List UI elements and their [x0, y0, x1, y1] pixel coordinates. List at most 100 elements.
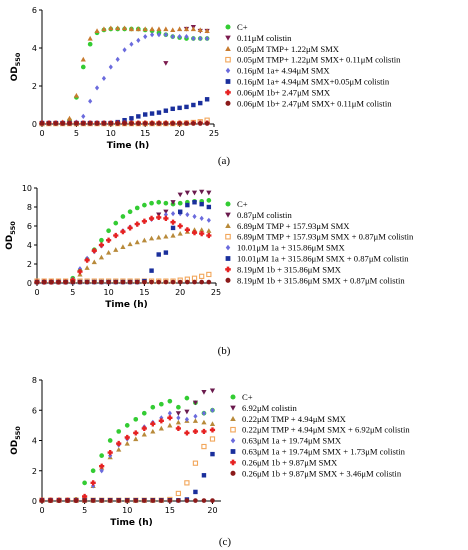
y-tick-label: 0 [27, 279, 32, 288]
data-point [170, 106, 175, 112]
data-point [176, 404, 181, 410]
x-tick-label: 5 [82, 506, 87, 515]
data-point [88, 98, 93, 104]
data-point [158, 498, 164, 503]
data-point [124, 434, 130, 441]
data-point [91, 259, 97, 265]
data-point [175, 419, 181, 425]
legend-label: 0.05μM TMP+ 1.22μM SMX+ 0.11μM colistin [237, 55, 401, 65]
data-point [99, 498, 105, 503]
x-tick-label: 20 [175, 288, 185, 297]
data-point [177, 26, 183, 32]
data-point [94, 121, 100, 126]
y-tick-label: 2 [27, 260, 32, 269]
data-point [170, 34, 175, 40]
data-point [98, 254, 105, 260]
x-tick-label: 20 [207, 506, 217, 515]
data-point [53, 121, 59, 126]
data-point [198, 100, 203, 106]
data-point [120, 279, 126, 285]
y-tick-label: 0 [32, 497, 37, 506]
data-series [34, 214, 212, 285]
legend-marker [230, 426, 236, 433]
data-point [133, 436, 139, 442]
data-point [185, 202, 190, 208]
data-point [39, 498, 45, 503]
data-point [170, 225, 176, 231]
chart-panel: 0 2 4 6 8 0 5 10 15 20 Time (h) OD550 C+6.92μM colis… [10, 376, 410, 548]
data-point [101, 121, 107, 126]
data-point [156, 121, 162, 126]
data-point [149, 268, 154, 273]
data-point [84, 265, 90, 270]
data-series [39, 25, 210, 126]
data-point [129, 116, 134, 121]
data-point [193, 413, 198, 419]
data-point [141, 410, 147, 416]
data-series [34, 279, 212, 285]
y-axis-label: OD550 [5, 221, 17, 250]
legend-marker [230, 459, 236, 466]
data-point [122, 117, 127, 123]
data-point [48, 498, 53, 503]
data-point [184, 34, 189, 40]
legend-label: 0.26μM 1b + 9.87μM SMX + 3.46μM colistin [242, 468, 402, 478]
data-point [80, 56, 86, 62]
y-tick-label: 4 [32, 437, 37, 446]
data-point [191, 35, 196, 42]
data-point [156, 252, 161, 257]
data-point [150, 428, 156, 434]
data-point [142, 26, 148, 32]
data-point [133, 430, 139, 436]
data-point [120, 244, 126, 249]
data-point [149, 279, 154, 285]
data-point [177, 105, 182, 111]
x-tick-label: 25 [211, 288, 221, 297]
data-point [167, 498, 173, 503]
data-point [90, 468, 96, 474]
data-point [156, 110, 162, 115]
data-point [129, 121, 134, 126]
data-point [201, 498, 207, 503]
data-series [39, 418, 216, 503]
data-point [136, 37, 141, 43]
data-point [184, 395, 190, 401]
data-point [124, 498, 130, 503]
data-point [148, 215, 155, 221]
data-point [163, 61, 169, 66]
data-point [156, 214, 162, 221]
data-point [192, 279, 197, 285]
chart-panel: 0 2 4 6 8 10 0 5 10 15 20 25 Time (h) OD550 C+0.87μM c… [5, 184, 414, 357]
data-point [134, 221, 140, 227]
x-tick-label: 0 [39, 506, 44, 515]
data-point [175, 490, 182, 497]
data-series [39, 25, 210, 126]
data-point [90, 498, 96, 503]
x-axis-label: Time (h) [107, 141, 149, 151]
legend-label: 6.89μM TMP + 157.93μM SMX + 0.87μM colis… [237, 232, 414, 242]
data-point [192, 213, 197, 220]
data-point [150, 421, 156, 427]
data-point [184, 121, 189, 126]
legend-marker [230, 405, 236, 411]
data-point [167, 410, 172, 416]
y-tick-label: 4 [32, 44, 37, 53]
data-point [209, 436, 216, 442]
data-series [34, 200, 212, 285]
legend-label: 0.16μM 1a+ 4.94μM SMX [237, 66, 330, 76]
data-point [113, 279, 119, 285]
data-point [46, 121, 52, 126]
data-point [183, 26, 190, 32]
data-point [170, 121, 176, 126]
data-point [108, 25, 114, 31]
data-point [80, 121, 86, 126]
data-point [56, 498, 62, 503]
legend-marker [225, 56, 231, 63]
data-series [39, 436, 216, 503]
data-point [73, 92, 79, 98]
data-point [107, 498, 113, 503]
data-point [99, 453, 105, 458]
x-tick-label: 0 [39, 129, 44, 138]
data-point [158, 401, 164, 407]
data-point [199, 231, 205, 237]
